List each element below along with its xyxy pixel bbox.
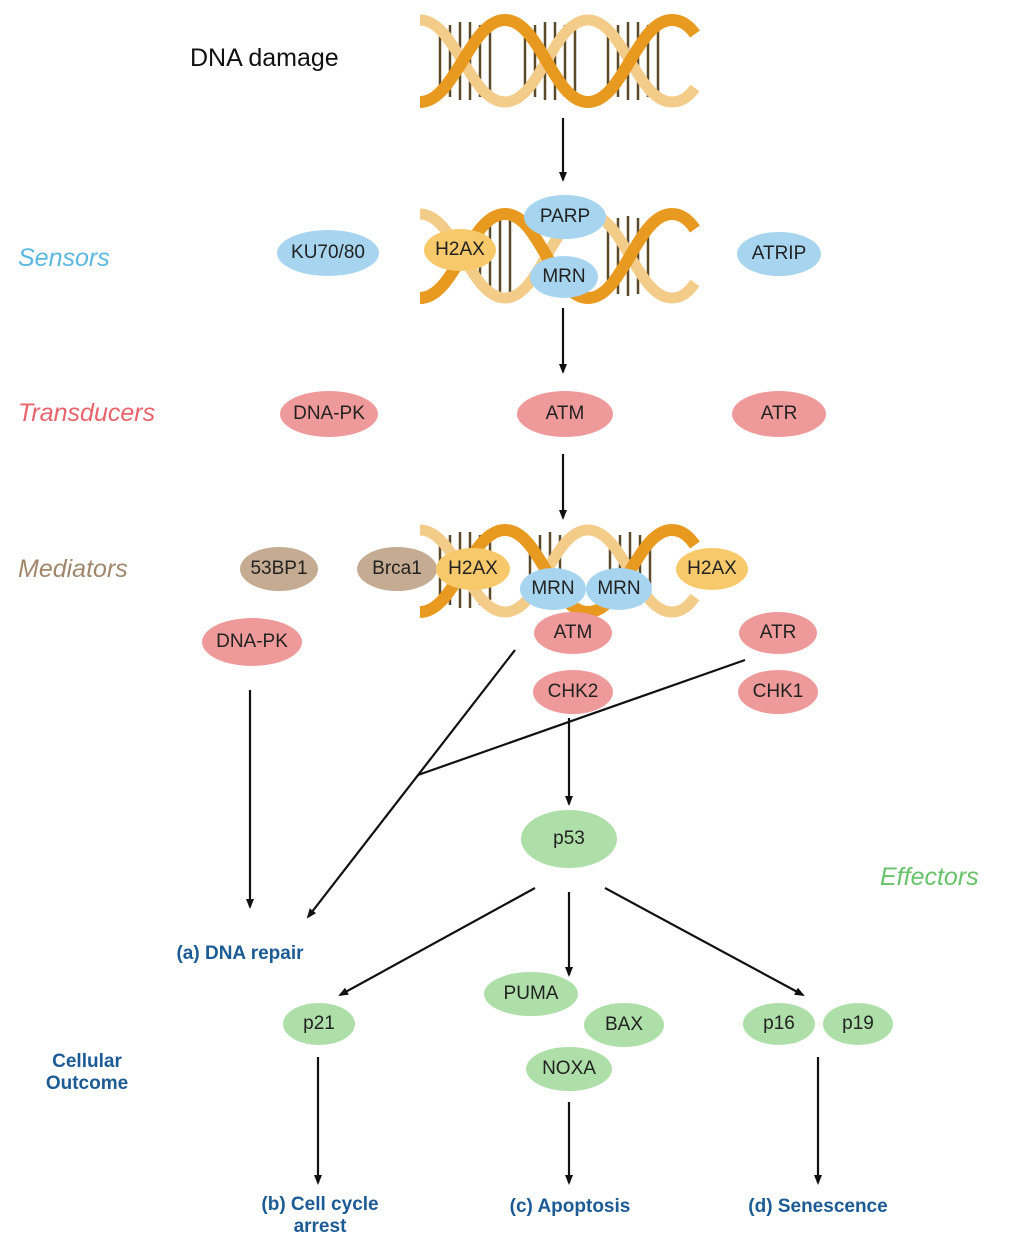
label-mediators: Mediators	[18, 555, 128, 583]
node-h2ax-sensor: H2AX	[424, 229, 496, 271]
label-effectors: Effectors	[880, 863, 979, 891]
node-dna-pk-mediator: DNA-PK	[202, 618, 302, 666]
arrow-p53-to-p21	[338, 887, 536, 996]
node-bax: BAX	[584, 1003, 664, 1047]
node-dna-pk-transducer: DNA-PK	[280, 391, 378, 437]
diagram-title: DNA damage	[190, 44, 339, 72]
node-noxa: NOXA	[526, 1047, 612, 1091]
node-atrip: ATRIP	[737, 232, 821, 276]
outcome-apoptosis: (c) Apoptosis	[509, 1196, 631, 1217]
dna-helix-top	[419, 13, 700, 109]
node-atr-mediator: ATR	[739, 612, 817, 654]
label-sensors: Sensors	[18, 244, 110, 272]
node-mrn-mediator-left: MRN	[520, 568, 586, 610]
node-chk2: CHK2	[533, 670, 613, 714]
node-mrn-sensor: MRN	[530, 256, 598, 298]
outcome-dna-repair: (a) DNA repair	[176, 943, 304, 964]
node-h2ax-mediator-left: H2AX	[436, 548, 510, 590]
node-atm-mediator: ATM	[534, 612, 612, 654]
arrow-p53-to-p16	[604, 887, 805, 996]
node-puma: PUMA	[484, 972, 578, 1016]
node-atm-transducer: ATM	[517, 391, 613, 437]
node-mrn-mediator-right: MRN	[586, 568, 652, 610]
node-53bp1: 53BP1	[240, 547, 318, 591]
outcome-senescence: (d) Senescence	[748, 1196, 888, 1217]
node-chk1: CHK1	[738, 670, 818, 714]
node-ku70-80: KU70/80	[277, 230, 379, 276]
node-p16: p16	[743, 1003, 815, 1045]
node-p19: p19	[823, 1003, 893, 1045]
node-h2ax-mediator-right: H2AX	[676, 548, 748, 590]
label-transducers: Transducers	[18, 399, 156, 427]
line-atr-to-repair	[417, 658, 746, 777]
node-brca1: Brca1	[357, 547, 437, 591]
node-p21: p21	[283, 1003, 355, 1045]
outcome-cell-cycle-arrest: (b) Cell cycle arrest	[261, 1194, 379, 1237]
label-cellular-outcome: Cellular Outcome	[45, 1051, 129, 1094]
node-parp: PARP	[524, 195, 606, 239]
node-atr-transducer: ATR	[732, 391, 826, 437]
node-p53: p53	[521, 810, 617, 868]
arrow-atm-to-repair	[306, 649, 516, 919]
